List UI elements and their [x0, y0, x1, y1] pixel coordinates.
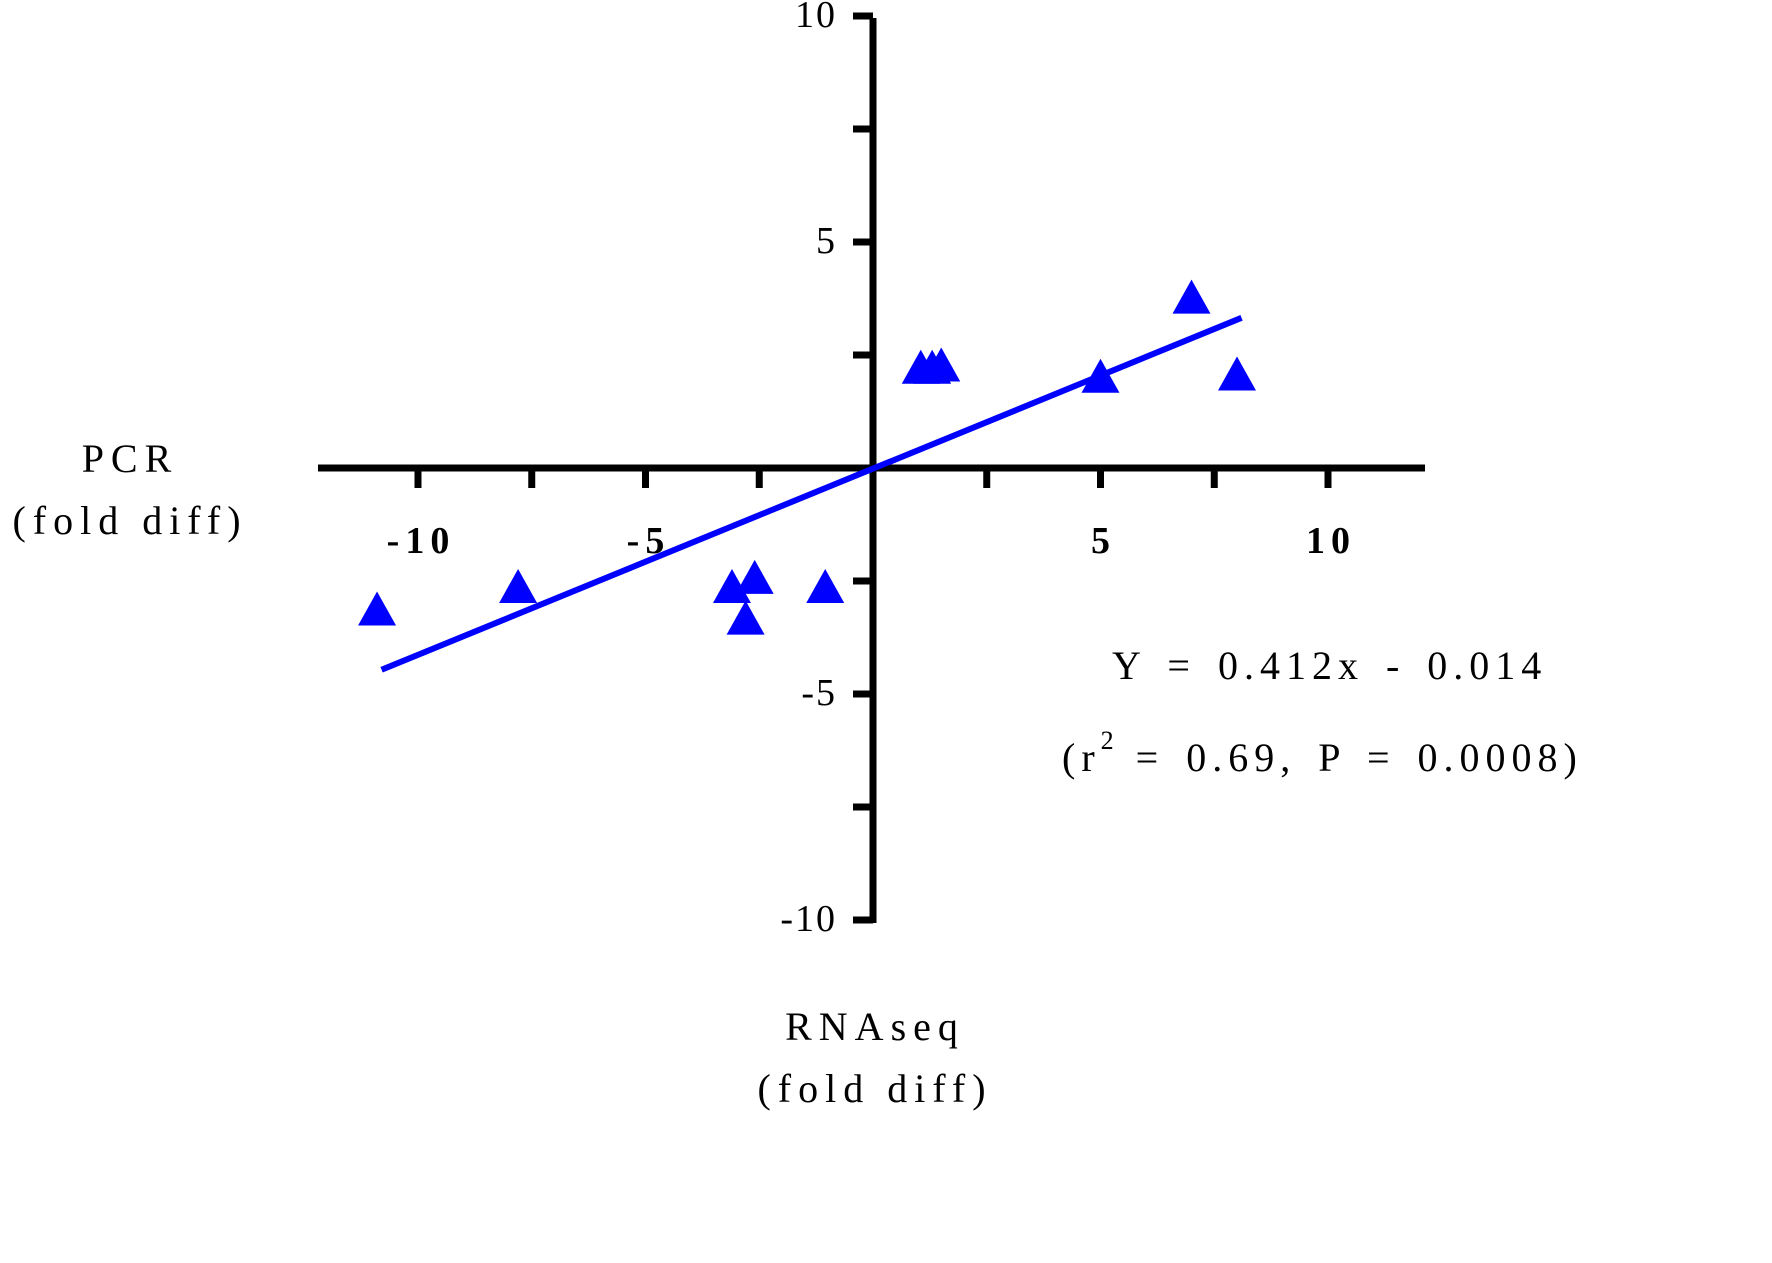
x-tick-label: 5	[1091, 520, 1116, 562]
triangle-marker-icon	[358, 591, 397, 626]
regression-line-path	[380, 315, 1243, 673]
x-tick-label: -5	[626, 520, 671, 562]
equation-text: Y = 0.412x - 0.014	[1112, 643, 1548, 688]
stats-suffix: = 0.69, P = 0.0008)	[1113, 735, 1583, 780]
regression-line	[380, 315, 1243, 673]
regression-stats: (r2 = 0.69, P = 0.0008)	[1062, 728, 1583, 778]
triangle-marker-icon	[806, 568, 845, 603]
y-tick-label: 10	[795, 0, 837, 36]
triangle-marker-icon	[1218, 356, 1256, 391]
x-tick-label: 10	[1306, 520, 1356, 562]
stats-superscript: 2	[1100, 726, 1114, 755]
x-axis-title-line-2: (fold diff)	[757, 1066, 993, 1111]
y-tick-label: -5	[801, 672, 837, 714]
x-axis-title-line-1: RNAseq	[785, 1004, 965, 1049]
triangle-marker-icon	[1172, 279, 1211, 314]
triangle-marker-icon	[726, 600, 765, 635]
data-points	[358, 279, 1256, 635]
triangle-marker-icon	[1081, 358, 1120, 393]
y-tick-label: 5	[816, 220, 837, 262]
triangle-marker-icon	[499, 568, 538, 603]
regression-equation: Y = 0.412x - 0.014	[1112, 646, 1547, 686]
x-axis-title: RNAseq (fold diff)	[735, 996, 1015, 1120]
x-tick-label: -10	[386, 520, 456, 562]
y-axis-title-line-1: PCR	[81, 436, 179, 481]
stats-prefix: (r	[1062, 735, 1101, 780]
triangle-marker-icon	[735, 559, 774, 594]
y-tick-label: -10	[780, 898, 837, 940]
triangle-marker-icon	[922, 347, 961, 382]
triangle-marker-icon	[712, 568, 751, 603]
y-axis-title-line-2: (fold diff)	[12, 498, 248, 543]
y-axis-title: PCR (fold diff)	[0, 428, 260, 552]
